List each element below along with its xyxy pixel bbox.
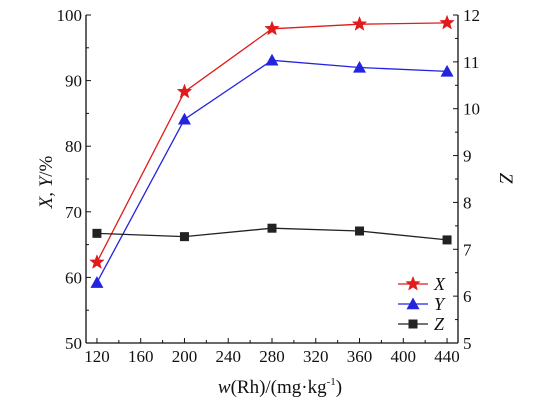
series-y-point [265,53,279,66]
y-right-tick-label: 10 [463,100,480,119]
series-y-point [177,112,191,125]
y-left-tick-label: 60 [65,268,82,287]
series-z-point [179,232,189,242]
y-left-tick-label: 90 [65,72,82,91]
x-tick-label: 280 [259,347,285,366]
series-x-point [176,83,193,99]
legend-z-marker [408,319,418,329]
y-right-tick-label: 7 [463,240,472,259]
y-left-tick-label: 80 [65,137,82,156]
y-right-tick-label: 9 [463,147,472,166]
series-y-point [353,60,367,73]
legend-y-marker [406,297,420,310]
x-tick-label: 440 [434,347,460,366]
series-y-point [90,276,104,288]
legend-y-label: Y [434,294,446,314]
series-z-point [92,228,102,238]
y-axis-right-label: Z [495,173,516,184]
series-y-line [96,59,448,283]
x-tick-label: 320 [303,347,329,366]
legend-z-label: Z [434,314,445,334]
x-tick-label: 360 [347,347,373,366]
series-z-point [442,235,452,245]
y-right-tick-label: 11 [463,53,479,72]
y-left-tick-label: 100 [57,6,83,25]
series-x-point [439,14,455,30]
ticks: 120 160 200 240 280 320 360 400 440 50 60 70 80 90 100… [57,6,481,366]
legend: XYZ [398,274,446,334]
series-y-point [440,64,454,77]
series-z-point [355,226,365,236]
x-axis-label: w(Rh)/(mg·kg-1) [218,376,342,398]
series-z-point [267,223,277,233]
series-x-point [351,15,368,31]
y-right-tick-label: 6 [463,287,472,306]
legend-x-label: X [433,274,446,294]
series-x-point [264,20,280,36]
x-tick-label: 240 [215,347,241,366]
y-right-tick-label: 12 [463,6,480,25]
y-right-tick-label: 8 [463,193,472,212]
y-left-tick-label: 70 [65,203,82,222]
x-tick-label: 200 [172,347,198,366]
series-x-point [89,254,105,269]
x-tick-label: 120 [84,347,110,366]
x-tick-label: 160 [128,347,154,366]
series-layer [89,14,455,288]
y-left-tick-label: 50 [65,334,82,353]
legend-x-marker [405,275,421,291]
y-right-tick-label: 5 [463,334,472,353]
y-axis-left-label: X, Y/% [36,155,57,209]
x-tick-label: 400 [391,347,417,366]
